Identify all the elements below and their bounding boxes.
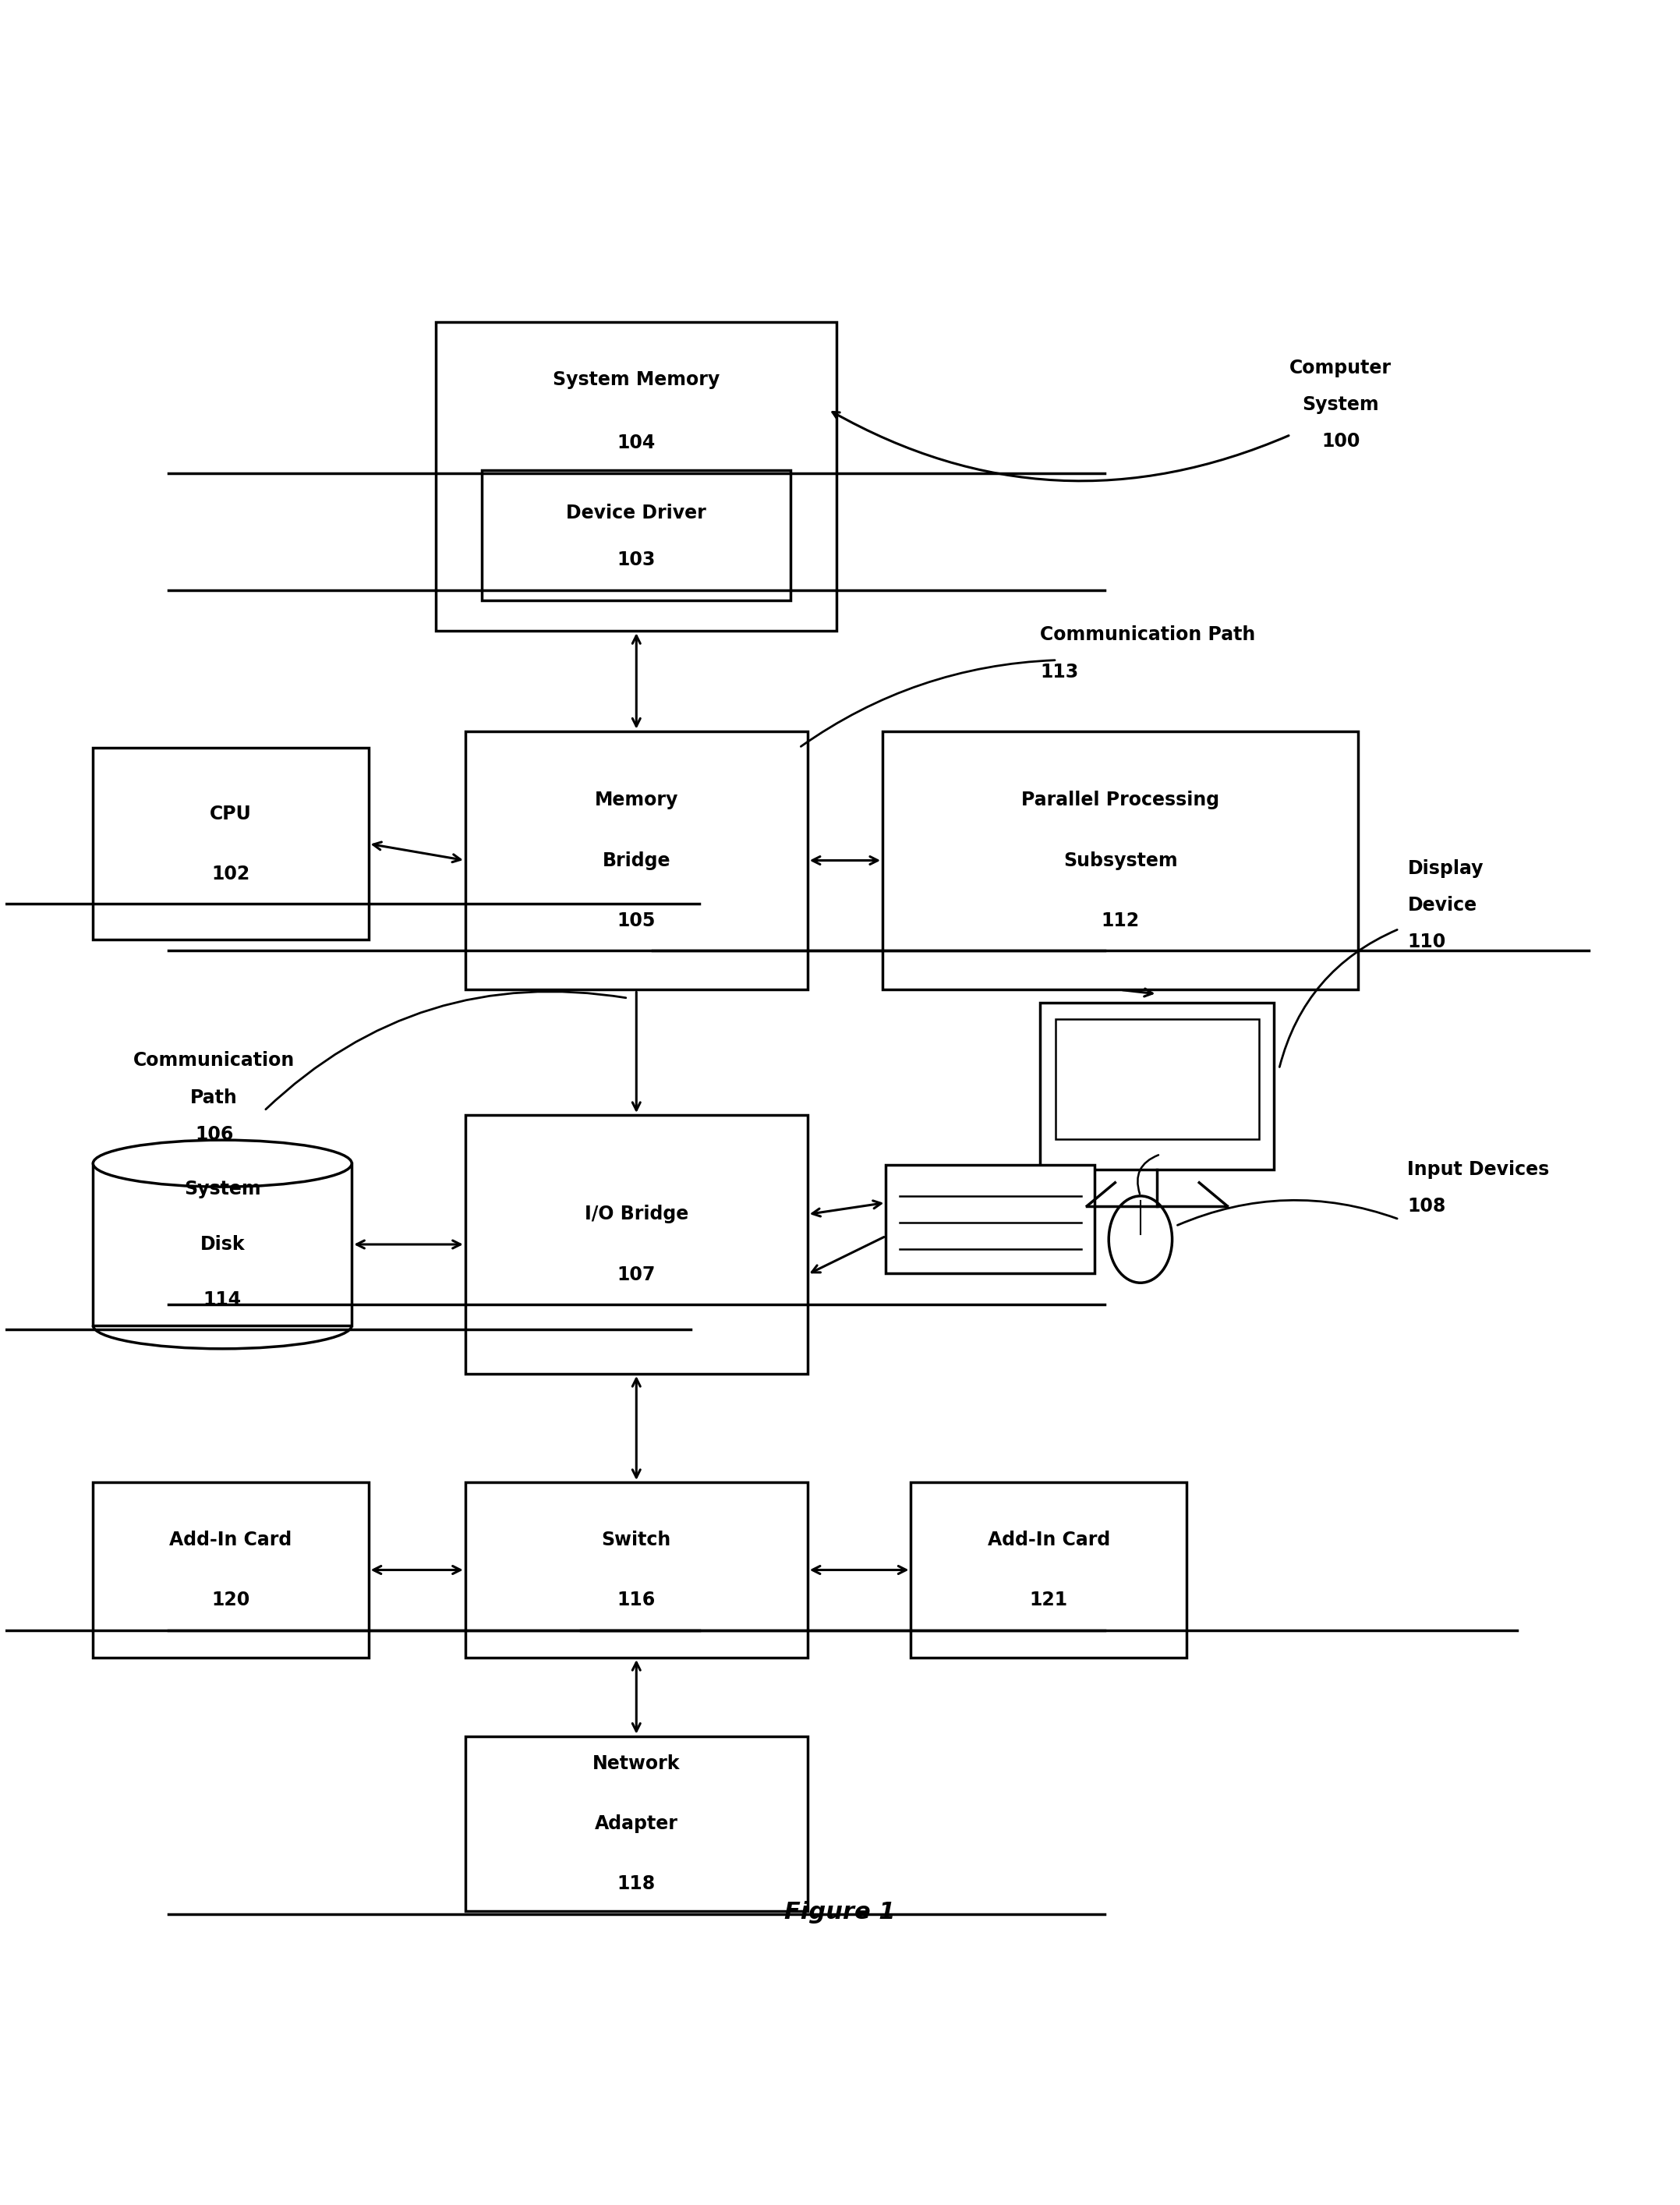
Text: 118: 118 [617, 1874, 655, 1894]
Text: Bridge: Bridge [601, 851, 670, 869]
Bar [465, 1482, 808, 1658]
Bar [482, 470, 791, 600]
Text: 110: 110 [1408, 933, 1446, 953]
Text: Device: Device [1408, 895, 1477, 915]
Bar [911, 1482, 1186, 1658]
Text: Figure 1: Figure 1 [785, 1901, 895, 1923]
Text: 106: 106 [195, 1125, 234, 1144]
Text: Switch: Switch [601, 1530, 670, 1550]
Text: CPU: CPU [210, 805, 252, 822]
Text: 116: 116 [617, 1590, 655, 1610]
Bar [465, 732, 808, 990]
Ellipse shape [1109, 1195, 1173, 1283]
Text: 120: 120 [212, 1590, 250, 1610]
Bar [92, 1164, 351, 1325]
Text: Add-In Card: Add-In Card [170, 1530, 292, 1550]
Bar [1040, 1003, 1273, 1169]
Text: Display: Display [1408, 860, 1483, 878]
Bar [92, 1482, 368, 1658]
Text: Parallel Processing: Parallel Processing [1021, 792, 1220, 809]
Bar [465, 1735, 808, 1912]
Ellipse shape [92, 1140, 351, 1186]
Bar [92, 747, 368, 939]
Text: System: System [185, 1180, 260, 1200]
Text: 108: 108 [1408, 1197, 1446, 1215]
Text: I/O Bridge: I/O Bridge [585, 1204, 689, 1224]
Text: Memory: Memory [595, 792, 679, 809]
Text: Input Devices: Input Devices [1408, 1160, 1549, 1180]
Text: Network: Network [593, 1755, 680, 1773]
Text: Computer: Computer [1290, 359, 1391, 377]
Bar [1055, 1019, 1258, 1140]
Text: 105: 105 [617, 911, 655, 931]
Text: 121: 121 [1030, 1590, 1068, 1610]
Text: Communication Path: Communication Path [1040, 626, 1255, 644]
Text: Path: Path [190, 1087, 239, 1107]
Text: 114: 114 [203, 1290, 242, 1310]
Text: Adapter: Adapter [595, 1815, 679, 1832]
Text: Disk: Disk [200, 1235, 245, 1255]
Text: 100: 100 [1322, 432, 1361, 450]
Text: 107: 107 [617, 1266, 655, 1283]
Text: 113: 113 [1040, 662, 1079, 681]
Bar [437, 322, 837, 631]
Bar [882, 732, 1357, 990]
Text: 102: 102 [212, 864, 250, 884]
Bar [885, 1164, 1095, 1274]
Text: 103: 103 [617, 551, 655, 569]
Text: Communication: Communication [133, 1052, 296, 1069]
Text: Subsystem: Subsystem [1063, 851, 1178, 869]
Text: System Memory: System Memory [553, 370, 719, 388]
Text: Add-In Card: Add-In Card [988, 1530, 1110, 1550]
Text: 104: 104 [617, 434, 655, 452]
Bar [465, 1116, 808, 1374]
Text: System: System [1302, 395, 1379, 415]
Text: Device Driver: Device Driver [566, 503, 706, 523]
Text: 112: 112 [1102, 911, 1139, 931]
